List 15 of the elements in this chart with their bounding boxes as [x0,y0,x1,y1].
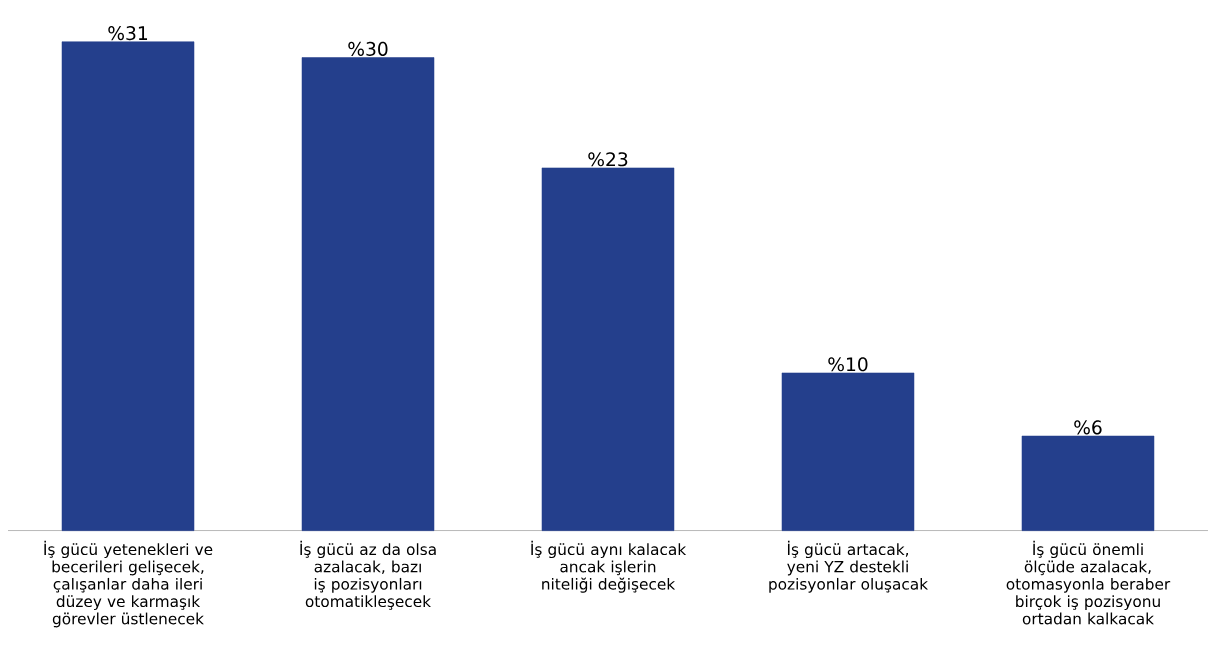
data-label: %30 [348,41,388,57]
bar [61,41,195,532]
x-tick-label: İş gücü önemli ölçüde azalacak, otomasyonla beraber birçok iş pozisyonu ortadan kalkacak [1006,541,1171,625]
bar [1021,435,1155,532]
data-label: %23 [588,152,628,167]
bar [301,57,435,532]
x-tick-label: İş gücü artacak, yeni YZ destekli pozisyonlar oluşacak [769,541,929,593]
x-tick-label: İş gücü aynı kalacak ancak işlerin niteliği değişecek [531,541,687,593]
data-label: %10 [828,357,868,372]
bar [541,167,675,532]
data-label: %31 [108,26,148,41]
x-tick-label: İş gücü yetenekleri ve becerileri gelişecek, çalışanlar daha ileri düzey ve karmaşık görevler üstlenecek [44,541,213,628]
bar [781,372,915,532]
data-label: %6 [1074,420,1102,435]
x-tick-label: İş gücü az da olsa azalacak, bazı iş pozisyonları otomatikleşecek [300,541,436,611]
